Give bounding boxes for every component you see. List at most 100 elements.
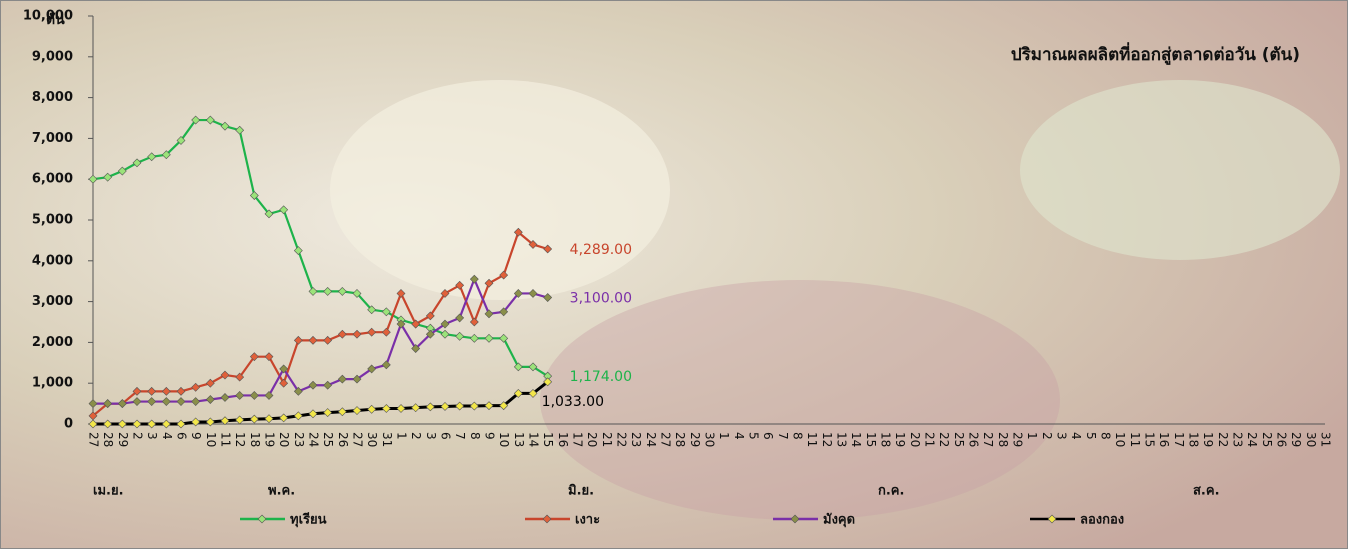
end-value-label: 1,174.00 [570, 369, 632, 385]
point-marker [367, 305, 377, 315]
x-tick-label: 28 [996, 432, 1010, 447]
point-marker [425, 329, 435, 339]
point-marker [528, 240, 538, 249]
x-tick-label: 20 [277, 432, 291, 447]
point-marker [455, 313, 465, 323]
point-marker [308, 335, 318, 345]
point-marker [176, 397, 186, 406]
x-tick-label: 25 [1260, 432, 1274, 447]
point-marker [147, 419, 157, 429]
x-tick-label: 7 [776, 432, 790, 440]
x-tick-label: 12 [820, 432, 834, 447]
legend-label: ทุเรียน [290, 512, 327, 528]
background [1020, 80, 1340, 260]
point-marker [484, 333, 494, 343]
x-tick-label: 23 [1231, 432, 1245, 447]
x-tick-label: 30 [365, 432, 379, 447]
legend-marker [542, 514, 552, 524]
x-tick-label: 14 [849, 432, 863, 447]
point-marker [161, 397, 171, 406]
x-tick-label: 15 [1143, 432, 1157, 447]
x-tick-label: 13 [835, 432, 849, 447]
point-marker [411, 319, 421, 329]
point-marker [543, 293, 553, 302]
legend-label: ลองกอง [1080, 513, 1124, 528]
point-marker [103, 172, 113, 182]
point-marker [205, 378, 215, 388]
point-marker [220, 416, 230, 426]
x-tick-label: 28 [101, 432, 115, 447]
x-tick-label: 23 [629, 432, 643, 447]
point-marker [249, 391, 259, 400]
point-marker [191, 397, 201, 406]
x-tick-label: 10 [204, 432, 218, 447]
x-tick-label: 21 [600, 432, 614, 447]
x-tick-label: 18 [879, 432, 893, 447]
point-marker [381, 327, 391, 337]
x-tick-label: 25 [321, 432, 335, 447]
point-marker [88, 174, 98, 184]
point-marker [323, 335, 333, 345]
point-marker [323, 286, 333, 296]
point-marker [367, 404, 377, 414]
point-marker [337, 407, 347, 417]
y-tick-label: 7,000 [32, 131, 73, 146]
x-tick-label: 17 [571, 432, 585, 447]
x-tick-label: 24 [307, 432, 321, 447]
x-tick-label: 21 [923, 432, 937, 447]
x-tick-label: 31 [1319, 432, 1333, 447]
point-marker [513, 289, 523, 298]
x-tick-label: 26 [336, 432, 350, 447]
legend-label: มังคุด [823, 513, 855, 528]
x-tick-label: 4 [732, 432, 746, 440]
x-tick-label: 28 [673, 432, 687, 447]
point-marker [279, 413, 289, 423]
point-marker [205, 115, 215, 125]
x-tick-label: 4 [1069, 432, 1083, 440]
x-tick-label: 27 [659, 432, 673, 447]
point-marker [528, 289, 538, 298]
point-marker [176, 136, 186, 145]
point-marker [440, 402, 450, 411]
month-label: เม.ย. [93, 484, 124, 499]
chart-title: ปริมาณผลผลิตที่ออกสู่ตลาดต่อวัน (ตัน) [1011, 42, 1300, 66]
x-tick-label: 29 [1289, 432, 1303, 447]
x-tick-label: 27 [87, 432, 101, 447]
point-marker [132, 419, 142, 429]
x-tick-label: 1 [1025, 432, 1039, 440]
y-tick-label: 2,000 [32, 335, 73, 350]
point-marker [279, 205, 289, 215]
month-label: มิ.ย. [568, 484, 594, 499]
point-marker [147, 397, 157, 406]
x-tick-label: 18 [248, 432, 262, 447]
y-axis-label: ตัน [46, 12, 65, 28]
point-marker [455, 280, 465, 290]
x-tick-label: 6 [761, 432, 775, 440]
point-marker [381, 404, 391, 413]
point-marker [381, 307, 391, 317]
point-marker [279, 364, 289, 374]
x-tick-label: 29 [1011, 432, 1025, 447]
x-tick-label: 22 [615, 432, 629, 447]
point-marker [337, 286, 347, 296]
x-tick-label: 2 [1040, 432, 1054, 440]
point-marker [147, 152, 157, 162]
x-tick-label: 29 [688, 432, 702, 447]
x-tick-label: 9 [483, 432, 497, 440]
x-tick-label: 1 [395, 432, 409, 440]
x-tick-label: 22 [1216, 432, 1230, 447]
point-marker [308, 380, 318, 390]
point-marker [484, 309, 494, 319]
point-marker [513, 388, 523, 398]
point-marker [293, 386, 303, 396]
x-tick-label: 19 [1201, 432, 1215, 447]
x-tick-label: 3 [424, 432, 438, 440]
point-marker [264, 352, 274, 362]
month-label: พ.ค. [268, 484, 295, 499]
point-marker [191, 417, 201, 427]
x-tick-label: 20 [585, 432, 599, 447]
background [540, 280, 1060, 520]
x-tick-label: 17 [1172, 432, 1186, 447]
point-marker [323, 408, 333, 418]
point-marker [411, 403, 421, 413]
